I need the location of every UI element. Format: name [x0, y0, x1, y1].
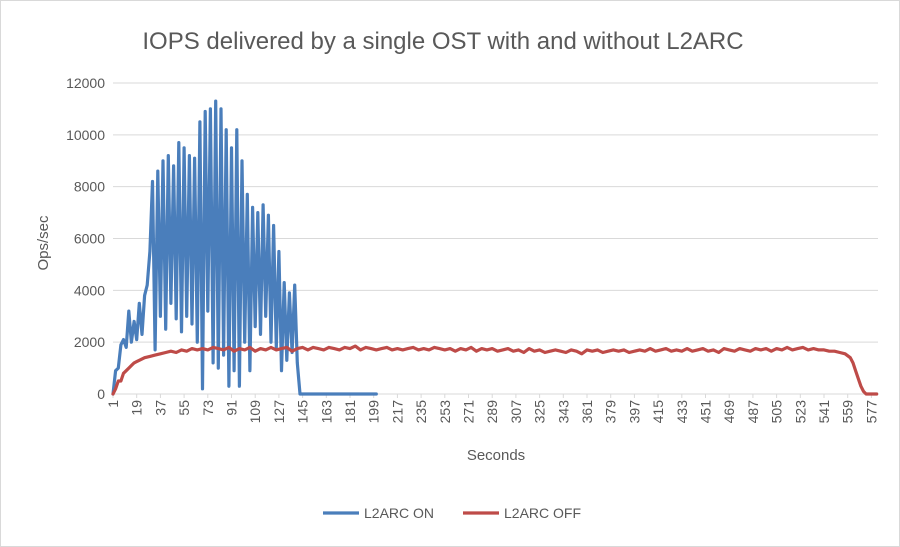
x-tick-label: 1: [105, 400, 121, 408]
legend-label: L2ARC ON: [364, 505, 434, 521]
x-tick-label: 559: [840, 400, 856, 424]
y-tick-label: 12000: [66, 75, 105, 91]
y-tick-label: 2000: [74, 334, 105, 350]
x-tick-label: 541: [816, 400, 832, 424]
x-tick-label: 73: [200, 400, 216, 416]
x-tick-label: 307: [508, 400, 524, 424]
x-tick-label: 127: [271, 400, 287, 424]
x-tick-label: 91: [224, 400, 240, 416]
x-axis-ticks: 1 19 37 55 73 91 109 127 145 163 181 199 217 235 253 27…: [105, 394, 879, 423]
x-tick-label: 505: [769, 400, 785, 424]
y-axis-title: Ops/sec: [35, 215, 52, 271]
x-tick-label: 469: [721, 400, 737, 424]
x-tick-label: 199: [366, 400, 382, 424]
x-tick-label: 37: [152, 400, 168, 416]
y-tick-label: 8000: [74, 179, 105, 195]
x-tick-label: 163: [318, 400, 334, 424]
x-tick-label: 433: [674, 400, 690, 424]
chart-title: IOPS delivered by a single OST with and …: [142, 28, 743, 55]
x-tick-label: 55: [176, 400, 192, 416]
x-tick-label: 415: [650, 400, 666, 424]
x-tick-label: 523: [792, 400, 808, 424]
x-tick-label: 217: [389, 400, 405, 424]
x-tick-label: 451: [698, 400, 714, 424]
series-line-l2arc-on: [111, 99, 378, 396]
y-axis-ticks: 0 2000 4000 6000 8000 10000 12000: [66, 75, 105, 402]
x-tick-label: 109: [247, 400, 263, 424]
x-tick-label: 577: [863, 400, 879, 424]
x-tick-label: 235: [413, 400, 429, 424]
y-tick-label: 6000: [74, 231, 105, 247]
y-tick-label: 0: [97, 386, 105, 402]
x-tick-label: 289: [484, 400, 500, 424]
x-tick-label: 487: [745, 400, 761, 424]
y-tick-label: 4000: [74, 282, 105, 298]
x-axis-title: Seconds: [467, 447, 525, 464]
x-tick-label: 145: [295, 400, 311, 424]
x-tick-label: 397: [626, 400, 642, 424]
series-group: [111, 99, 879, 396]
x-tick-label: 181: [342, 400, 358, 424]
x-tick-label: 19: [129, 400, 145, 416]
x-tick-label: 325: [532, 400, 548, 424]
x-tick-label: 379: [603, 400, 619, 424]
legend: L2ARC ON L2ARC OFF: [323, 505, 581, 521]
series-line-l2arc-off: [111, 344, 879, 396]
x-tick-label: 271: [461, 400, 477, 424]
x-tick-label: 343: [555, 400, 571, 424]
x-tick-label: 253: [437, 400, 453, 424]
x-tick-label: 361: [579, 400, 595, 424]
y-tick-label: 10000: [66, 127, 105, 143]
legend-label: L2ARC OFF: [504, 505, 581, 521]
